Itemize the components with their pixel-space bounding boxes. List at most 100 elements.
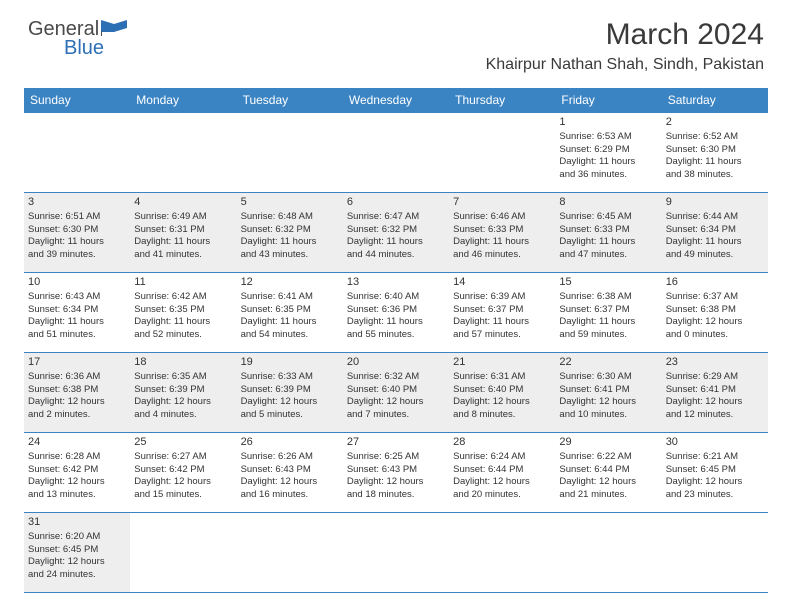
daylight-text: and 57 minutes. [453,329,551,342]
calendar-cell: 1Sunrise: 6:53 AMSunset: 6:29 PMDaylight… [555,113,661,193]
calendar-cell: 29Sunrise: 6:22 AMSunset: 6:44 PMDayligh… [555,433,661,513]
sunrise-text: Sunrise: 6:48 AM [241,211,339,224]
daylight-text: and 0 minutes. [666,329,764,342]
sunset-text: Sunset: 6:42 PM [28,464,126,477]
sunrise-text: Sunrise: 6:30 AM [559,371,657,384]
calendar-cell: 6Sunrise: 6:47 AMSunset: 6:32 PMDaylight… [343,193,449,273]
sunset-text: Sunset: 6:41 PM [666,384,764,397]
daylight-text: Daylight: 12 hours [666,476,764,489]
daylight-text: Daylight: 12 hours [241,396,339,409]
daylight-text: Daylight: 12 hours [28,476,126,489]
calendar-week: 17Sunrise: 6:36 AMSunset: 6:38 PMDayligh… [24,353,768,433]
calendar-cell: 8Sunrise: 6:45 AMSunset: 6:33 PMDaylight… [555,193,661,273]
sunset-text: Sunset: 6:29 PM [559,144,657,157]
sunrise-text: Sunrise: 6:33 AM [241,371,339,384]
calendar-cell [662,513,768,593]
calendar-cell: 31Sunrise: 6:20 AMSunset: 6:45 PMDayligh… [24,513,130,593]
daylight-text: Daylight: 11 hours [347,236,445,249]
daylight-text: and 16 minutes. [241,489,339,502]
calendar-cell: 16Sunrise: 6:37 AMSunset: 6:38 PMDayligh… [662,273,768,353]
sunset-text: Sunset: 6:38 PM [666,304,764,317]
sunset-text: Sunset: 6:37 PM [453,304,551,317]
daylight-text: and 7 minutes. [347,409,445,422]
calendar-week: 24Sunrise: 6:28 AMSunset: 6:42 PMDayligh… [24,433,768,513]
daylight-text: and 46 minutes. [453,249,551,262]
sunset-text: Sunset: 6:39 PM [241,384,339,397]
day-header: Thursday [449,88,555,113]
sunrise-text: Sunrise: 6:32 AM [347,371,445,384]
sunrise-text: Sunrise: 6:25 AM [347,451,445,464]
sunrise-text: Sunrise: 6:35 AM [134,371,232,384]
day-number: 18 [134,355,232,370]
sunset-text: Sunset: 6:32 PM [241,224,339,237]
calendar-cell [24,113,130,193]
daylight-text: and 55 minutes. [347,329,445,342]
calendar-cell: 23Sunrise: 6:29 AMSunset: 6:41 PMDayligh… [662,353,768,433]
daylight-text: and 2 minutes. [28,409,126,422]
daylight-text: and 49 minutes. [666,249,764,262]
day-number: 9 [666,195,764,210]
daylight-text: and 59 minutes. [559,329,657,342]
daylight-text: Daylight: 12 hours [453,396,551,409]
daylight-text: Daylight: 11 hours [134,316,232,329]
sunset-text: Sunset: 6:32 PM [347,224,445,237]
daylight-text: Daylight: 11 hours [241,316,339,329]
daylight-text: and 54 minutes. [241,329,339,342]
daylight-text: and 41 minutes. [134,249,232,262]
daylight-text: and 21 minutes. [559,489,657,502]
sunrise-text: Sunrise: 6:40 AM [347,291,445,304]
day-number: 30 [666,435,764,450]
calendar-cell [449,113,555,193]
day-number: 3 [28,195,126,210]
calendar-cell: 30Sunrise: 6:21 AMSunset: 6:45 PMDayligh… [662,433,768,513]
day-number: 29 [559,435,657,450]
calendar-cell: 5Sunrise: 6:48 AMSunset: 6:32 PMDaylight… [237,193,343,273]
day-number: 5 [241,195,339,210]
daylight-text: and 13 minutes. [28,489,126,502]
sunrise-text: Sunrise: 6:49 AM [134,211,232,224]
sunrise-text: Sunrise: 6:21 AM [666,451,764,464]
daylight-text: and 4 minutes. [134,409,232,422]
logo: General Blue [28,18,127,60]
day-number: 28 [453,435,551,450]
daylight-text: Daylight: 12 hours [28,556,126,569]
day-number: 11 [134,275,232,290]
day-number: 26 [241,435,339,450]
calendar-cell [130,513,236,593]
day-number: 21 [453,355,551,370]
daylight-text: and 51 minutes. [28,329,126,342]
day-number: 14 [453,275,551,290]
calendar-cell: 19Sunrise: 6:33 AMSunset: 6:39 PMDayligh… [237,353,343,433]
day-header: Sunday [24,88,130,113]
daylight-text: Daylight: 12 hours [666,396,764,409]
sunset-text: Sunset: 6:45 PM [28,544,126,557]
calendar-cell [343,513,449,593]
calendar-cell [237,113,343,193]
day-number: 19 [241,355,339,370]
calendar-week: 1Sunrise: 6:53 AMSunset: 6:29 PMDaylight… [24,113,768,193]
daylight-text: Daylight: 12 hours [134,476,232,489]
day-number: 15 [559,275,657,290]
calendar-body: 1Sunrise: 6:53 AMSunset: 6:29 PMDaylight… [24,113,768,593]
daylight-text: and 43 minutes. [241,249,339,262]
daylight-text: Daylight: 11 hours [241,236,339,249]
daylight-text: Daylight: 12 hours [347,476,445,489]
day-number: 24 [28,435,126,450]
daylight-text: Daylight: 11 hours [134,236,232,249]
sunset-text: Sunset: 6:36 PM [347,304,445,317]
day-number: 22 [559,355,657,370]
day-number: 7 [453,195,551,210]
sunrise-text: Sunrise: 6:31 AM [453,371,551,384]
sunset-text: Sunset: 6:35 PM [241,304,339,317]
calendar-cell [237,513,343,593]
sunset-text: Sunset: 6:39 PM [134,384,232,397]
calendar-week: 31Sunrise: 6:20 AMSunset: 6:45 PMDayligh… [24,513,768,593]
sunset-text: Sunset: 6:37 PM [559,304,657,317]
calendar-cell: 25Sunrise: 6:27 AMSunset: 6:42 PMDayligh… [130,433,236,513]
daylight-text: and 15 minutes. [134,489,232,502]
sunrise-text: Sunrise: 6:53 AM [559,131,657,144]
calendar-cell: 15Sunrise: 6:38 AMSunset: 6:37 PMDayligh… [555,273,661,353]
daylight-text: and 18 minutes. [347,489,445,502]
daylight-text: and 52 minutes. [134,329,232,342]
daylight-text: Daylight: 11 hours [28,236,126,249]
